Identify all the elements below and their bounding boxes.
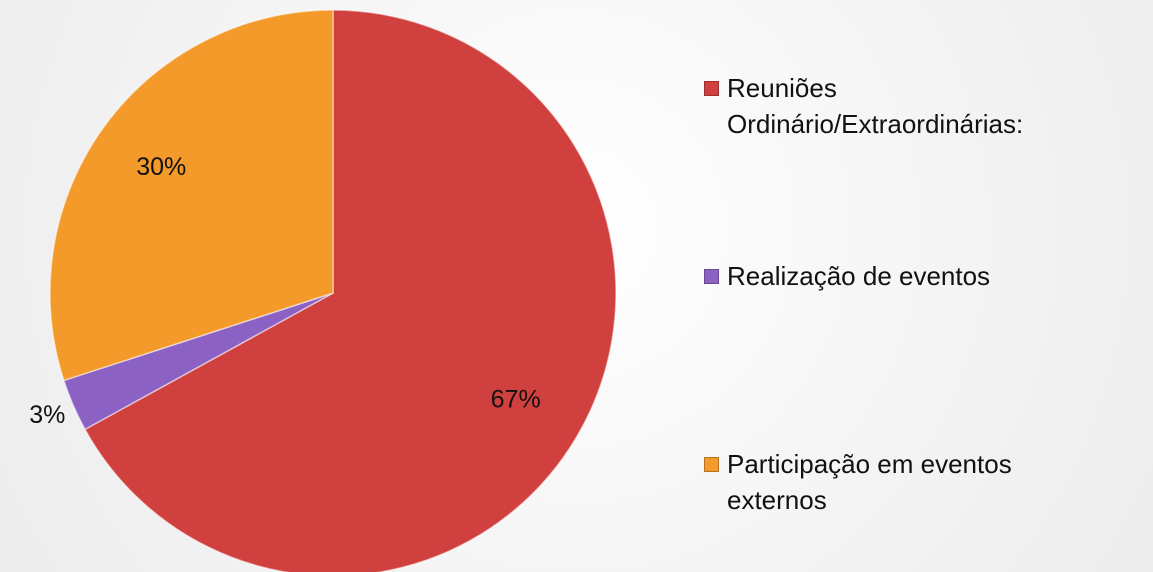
legend-label: Participação em eventos externos xyxy=(727,449,1012,515)
pie-slice xyxy=(83,9,617,572)
legend-swatch xyxy=(704,269,719,284)
legend-item: Participação em eventos externos xyxy=(704,446,1144,518)
legend-swatch xyxy=(704,457,719,472)
legend-label: Reuniões Ordinário/Extraordinárias: xyxy=(727,73,1024,139)
data-label: 3% xyxy=(29,401,65,429)
pie-slice xyxy=(49,9,334,382)
data-label: 30% xyxy=(136,153,186,181)
data-label: 67% xyxy=(491,386,541,414)
legend-swatch xyxy=(704,81,719,96)
legend-item: Realização de eventos xyxy=(704,258,1144,294)
legend-label: Realização de eventos xyxy=(727,261,991,291)
legend-item: Reuniões Ordinário/Extraordinárias: xyxy=(704,70,1144,142)
